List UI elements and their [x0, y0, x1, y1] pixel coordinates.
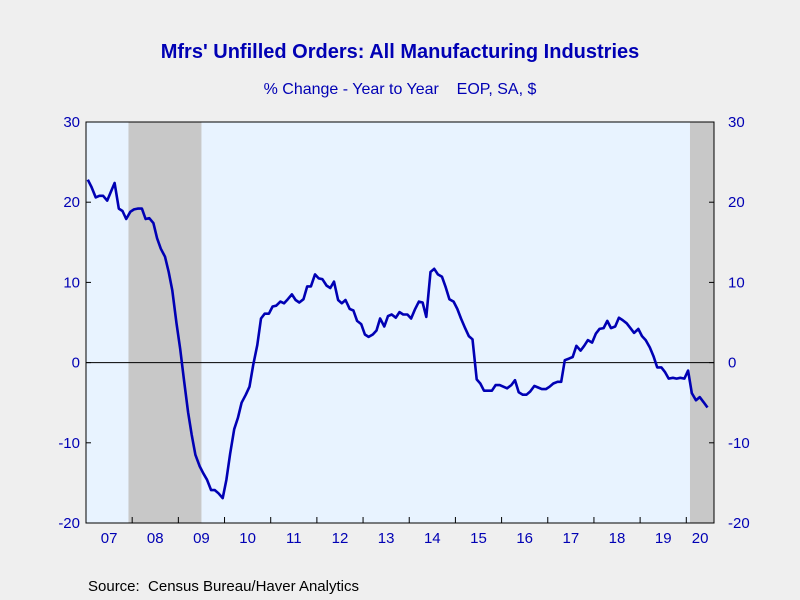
right-tick-label: 30	[728, 114, 745, 131]
x-tick-label: 18	[609, 530, 626, 547]
right-tick-label: 10	[728, 274, 745, 291]
x-tick-label: 10	[239, 530, 256, 547]
recession-band-0	[128, 122, 202, 523]
x-axis: 07 08 09 10 11 12 13 14 15 16 17 18 19 20	[101, 517, 709, 547]
left-y-axis: -20 -10 0 10 20 30	[58, 114, 91, 532]
left-tick-label: -20	[58, 515, 80, 532]
chart-subtitle: % Change - Year to Year EOP, SA, $	[264, 81, 537, 98]
left-tick-label: 20	[63, 194, 80, 211]
recession-shading	[128, 122, 714, 523]
left-tick-label: 0	[72, 355, 80, 372]
left-tick-label: -10	[58, 435, 80, 452]
right-tick-label: -20	[728, 515, 750, 532]
x-tick-label: 17	[563, 530, 580, 547]
x-tick-label: 16	[516, 530, 533, 547]
recession-band-1	[689, 122, 714, 523]
x-tick-label: 19	[655, 530, 672, 547]
right-tick-label: 0	[728, 355, 736, 372]
left-tick-label: 30	[63, 114, 80, 131]
right-tick-label: -10	[728, 435, 750, 452]
left-tick-label: 10	[63, 274, 80, 291]
x-tick-label: 07	[101, 530, 118, 547]
right-y-axis: -20 -10 0 10 20 30	[709, 114, 750, 532]
chart-title: Mfrs' Unfilled Orders: All Manufacturing…	[161, 41, 640, 63]
x-tick-label: 15	[470, 530, 487, 547]
x-tick-label: 09	[193, 530, 210, 547]
x-tick-label: 13	[378, 530, 395, 547]
x-tick-label: 12	[332, 530, 349, 547]
x-tick-label: 20	[692, 530, 709, 547]
right-tick-label: 20	[728, 194, 745, 211]
x-tick-label: 14	[424, 530, 441, 547]
source-note: Source: Census Bureau/Haver Analytics	[88, 578, 359, 595]
x-tick-label: 08	[147, 530, 164, 547]
series-line	[86, 179, 709, 500]
x-tick-label: 11	[286, 530, 302, 547]
plot-frame	[85, 121, 715, 524]
